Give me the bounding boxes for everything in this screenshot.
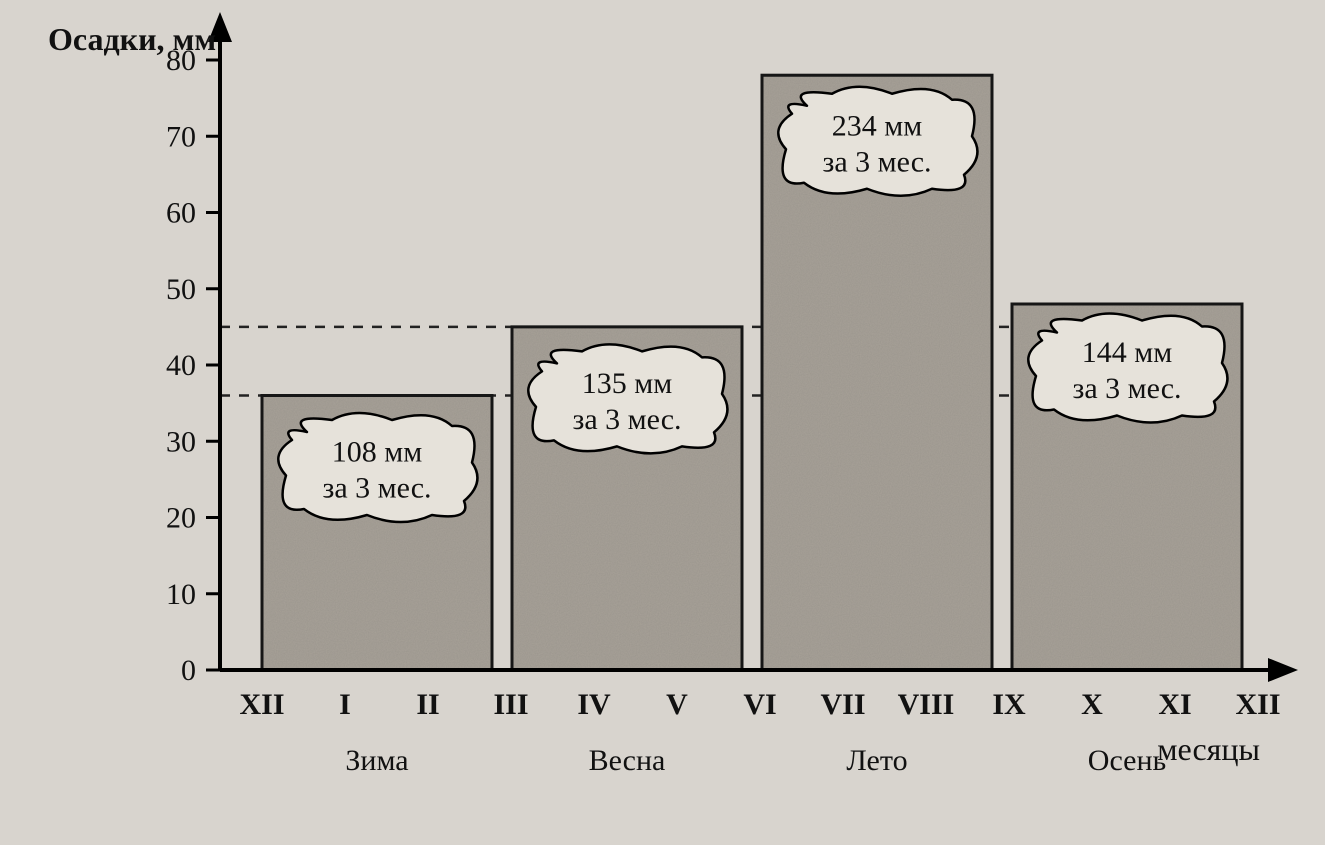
season-label: Зима [345,744,408,777]
y-tick-label: 70 [166,120,196,153]
month-label: VI [743,688,776,721]
month-label: I [339,688,351,721]
y-tick-label: 40 [166,349,196,382]
svg-text:144 мм: 144 мм [1082,336,1172,369]
svg-text:за 3 мес.: за 3 мес. [1072,372,1181,405]
svg-text:234 мм: 234 мм [832,109,922,142]
y-tick-label: 50 [166,273,196,306]
month-label: XII [1235,688,1280,721]
bubble-Весна: 135 ммза 3 мес. [528,344,727,453]
svg-text:108 мм: 108 мм [332,436,422,469]
month-label: II [416,688,439,721]
month-label: X [1081,688,1103,721]
y-axis-title: Осадки, мм [48,21,216,57]
month-label: VIII [898,688,955,721]
y-tick-label: 20 [166,502,196,535]
bubble-Осень: 144 ммза 3 мес. [1028,314,1227,423]
bubble-Лето: 234 ммза 3 мес. [778,87,977,196]
season-label: Лето [846,744,907,777]
y-tick-label: 60 [166,197,196,230]
svg-text:за 3 мес.: за 3 мес. [822,145,931,178]
season-label: Осень [1088,744,1166,777]
month-label: XI [1158,688,1191,721]
y-tick-label: 0 [181,654,196,687]
month-label: IV [577,688,611,721]
month-label: III [493,688,528,721]
x-axis-title: месяцы [1157,731,1260,767]
svg-text:за 3 мес.: за 3 мес. [572,403,681,436]
svg-text:135 мм: 135 мм [582,367,672,400]
month-label: XII [239,688,284,721]
svg-text:за 3 мес.: за 3 мес. [322,472,431,505]
season-label: Весна [589,744,666,777]
y-tick-label: 30 [166,425,196,458]
month-label: VII [820,688,865,721]
precipitation-chart: 108 ммза 3 мес.135 ммза 3 мес.234 ммза 3… [0,0,1325,845]
month-label: V [666,688,688,721]
y-tick-label: 10 [166,578,196,611]
month-label: IX [992,688,1026,721]
bubble-Зима: 108 ммза 3 мес. [278,413,477,522]
